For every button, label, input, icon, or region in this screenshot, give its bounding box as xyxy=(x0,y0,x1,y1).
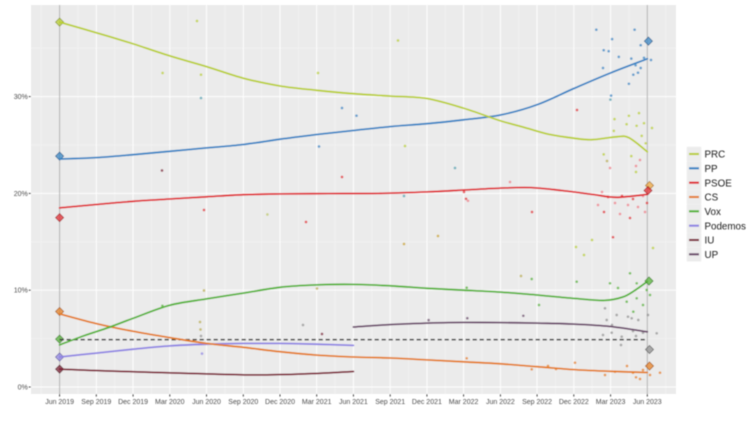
svg-text:Vox: Vox xyxy=(705,207,721,218)
svg-text:10%: 10% xyxy=(14,288,28,295)
svg-text:Mar 2020: Mar 2020 xyxy=(155,399,185,406)
svg-text:Sep 2021: Sep 2021 xyxy=(375,399,405,406)
svg-text:UP: UP xyxy=(705,250,719,261)
svg-text:Jun 2019: Jun 2019 xyxy=(45,399,74,406)
svg-text:Jun 2022: Jun 2022 xyxy=(486,399,515,406)
svg-text:IU: IU xyxy=(705,236,715,247)
svg-text:0%: 0% xyxy=(18,384,28,391)
svg-text:Mar 2021: Mar 2021 xyxy=(302,399,332,406)
svg-text:PP: PP xyxy=(705,164,719,175)
svg-text:Jun 2023: Jun 2023 xyxy=(633,399,662,406)
svg-text:Jun 2020: Jun 2020 xyxy=(192,399,221,406)
svg-text:Sep 2022: Sep 2022 xyxy=(522,399,552,406)
svg-text:Dec 2021: Dec 2021 xyxy=(412,399,442,406)
svg-text:30%: 30% xyxy=(14,94,28,101)
svg-text:Dec 2020: Dec 2020 xyxy=(265,399,295,406)
svg-text:Mar 2022: Mar 2022 xyxy=(449,399,479,406)
svg-text:Mar 2023: Mar 2023 xyxy=(596,399,626,406)
svg-text:CS: CS xyxy=(705,193,719,204)
svg-text:20%: 20% xyxy=(14,191,28,198)
svg-text:Sep 2019: Sep 2019 xyxy=(81,399,111,406)
svg-text:PRC: PRC xyxy=(705,150,726,161)
svg-text:Podemos: Podemos xyxy=(705,221,746,232)
svg-text:Dec 2019: Dec 2019 xyxy=(118,399,148,406)
svg-text:Dec 2022: Dec 2022 xyxy=(559,399,589,406)
svg-text:Jun 2021: Jun 2021 xyxy=(339,399,368,406)
svg-text:PSOE: PSOE xyxy=(705,178,733,189)
svg-text:Sep 2020: Sep 2020 xyxy=(228,399,258,406)
